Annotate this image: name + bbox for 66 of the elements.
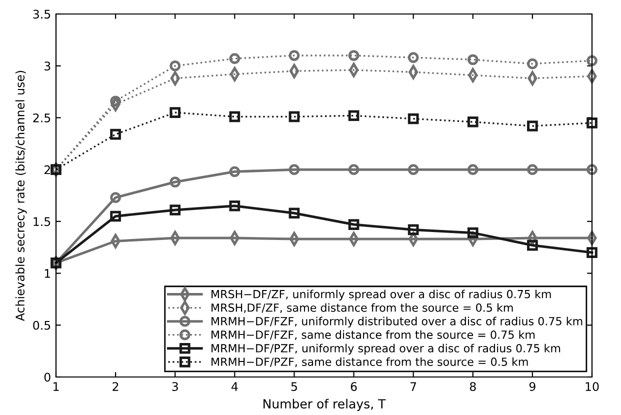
- point: [289, 232, 300, 246]
- point: [288, 50, 300, 61]
- point: [467, 116, 478, 128]
- y-tick-label: 1.5: [34, 217, 50, 226]
- y-tick-label: 0: [44, 372, 50, 382]
- x-tick-label: 10: [586, 382, 599, 391]
- point: [467, 227, 478, 238]
- legend-label: MRSH,DF/ZF, same distance from the source = 0.5 km: [212, 303, 513, 313]
- point: [170, 176, 181, 188]
- point: [229, 53, 240, 64]
- legend-label: MRSH−DF/ZF, uniformly spread over a disc of radius 0.75 km: [212, 290, 551, 300]
- x-tick-label: 5: [291, 382, 297, 391]
- y-tick-label: 2.5: [33, 113, 50, 122]
- point: [229, 166, 240, 178]
- point: [467, 164, 478, 175]
- point: [527, 58, 538, 70]
- y-tick-label: 1: [44, 269, 50, 278]
- point: [229, 200, 240, 212]
- x-tick-label: 9: [529, 382, 536, 391]
- point: [348, 110, 360, 122]
- point: [170, 107, 181, 118]
- x-tick-label: 4: [231, 382, 238, 391]
- point: [408, 224, 419, 236]
- x-tick-label: 7: [410, 382, 416, 391]
- x-tick-label: 8: [470, 382, 476, 391]
- point: [348, 232, 359, 246]
- point: [288, 208, 300, 219]
- point: [586, 55, 598, 66]
- point: [408, 164, 419, 175]
- x-tick-label: 2: [112, 382, 118, 391]
- point: [586, 164, 598, 175]
- point: [110, 210, 121, 222]
- point: [288, 111, 300, 122]
- point: [288, 164, 300, 175]
- point: [170, 204, 181, 216]
- point: [110, 192, 121, 203]
- point: [527, 164, 538, 175]
- point: [408, 113, 419, 124]
- y-tick-label: 3.5: [33, 10, 50, 19]
- point: [229, 111, 240, 122]
- point: [527, 240, 538, 251]
- x-axis-title: Number of relays, T: [264, 398, 386, 411]
- y-tick-label: 2: [44, 165, 50, 174]
- x-tick-label: 3: [172, 382, 178, 391]
- point: [289, 64, 300, 78]
- point: [110, 96, 121, 107]
- point: [586, 117, 598, 128]
- point: [348, 219, 360, 230]
- y-axis-title: Achievable secrecy rate (bits/channel use): [15, 70, 27, 322]
- legend-label: MRMH−DF/PZF, same distance from the source = 0.5 km: [212, 357, 528, 368]
- x-tick-label: 6: [350, 382, 357, 391]
- point: [110, 128, 121, 140]
- legend-label: MRMH−DF/PZF, uniformly spread over a disc of radius 0.75 km: [212, 344, 560, 355]
- x-tick-label: 1: [54, 382, 59, 391]
- point: [467, 54, 478, 66]
- point: [170, 60, 181, 72]
- y-tick-label: 3: [44, 62, 50, 71]
- point: [408, 52, 419, 63]
- point: [348, 50, 360, 61]
- point: [348, 62, 359, 78]
- legend-label: MRMH−DF/FZF, same distance from the source = 0.75 km: [212, 330, 535, 340]
- y-tick-label: 0.5: [33, 320, 50, 330]
- point: [527, 120, 538, 132]
- point: [586, 247, 598, 258]
- legend-label: MRMH−DF/FZF, uniformly distributed over a disc of radius 0.75 km: [212, 316, 582, 328]
- point: [348, 164, 360, 175]
